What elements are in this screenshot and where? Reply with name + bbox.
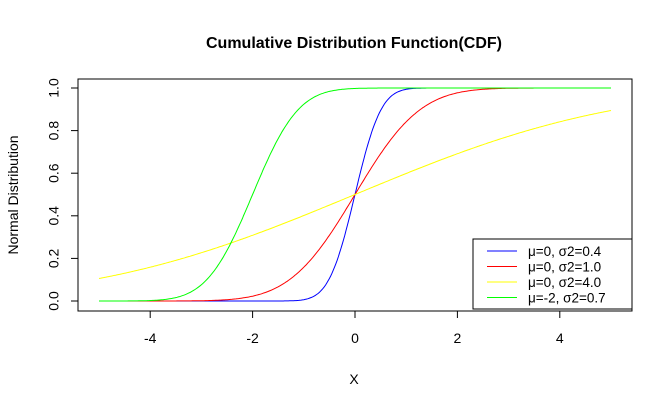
legend: μ=0, σ2=0.4μ=0, σ2=1.0μ=0, σ2=4.0μ=-2, σ…: [472, 238, 633, 310]
x-tick-label: -2: [246, 330, 259, 346]
series-line-3: [99, 87, 611, 302]
y-axis-label: Normal Distribution: [5, 135, 21, 254]
y-tick-label: 0.6: [46, 163, 62, 183]
legend-label: μ=0, σ2=0.4: [528, 244, 602, 259]
legend-label: μ=-2, σ2=0.7: [528, 291, 606, 306]
y-tick-label: 1.0: [46, 78, 62, 98]
curves: [98, 87, 612, 302]
legend-label: μ=0, σ2=1.0: [528, 260, 601, 275]
y-tick-label: 0.8: [46, 121, 62, 141]
legend-label: μ=0, σ2=4.0: [528, 275, 601, 290]
series-line-2: [98, 110, 612, 279]
y-tick-label: 0.4: [46, 206, 62, 226]
x-tick-label: 2: [454, 330, 462, 346]
axes: -4 -2 0 2 4 0.0 0.2 0.4 0.6 0.8 1.0: [46, 78, 564, 346]
chart-title: Cumulative Distribution Function(CDF): [206, 35, 502, 52]
x-tick-label: -4: [144, 330, 157, 346]
x-axis-label: X: [349, 371, 359, 387]
y-tick-label: 0.0: [46, 291, 62, 311]
y-tick-label: 0.2: [46, 248, 62, 268]
x-tick-label: 0: [351, 330, 359, 346]
x-tick-label: 4: [556, 330, 564, 346]
